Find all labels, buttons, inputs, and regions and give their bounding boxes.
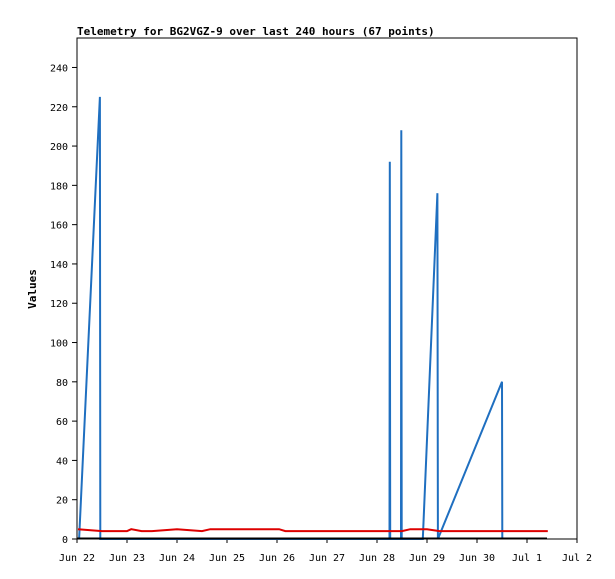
y-axis-label: Values (26, 269, 39, 309)
x-tick-label: Jun 29 (409, 553, 445, 564)
y-axis: 0 20 40 60 80 100 120 140 160 180 200 220 240 (50, 63, 77, 546)
x-tick-label: Jun 22 (59, 553, 95, 564)
y-tick-label: 100 (50, 339, 68, 350)
series-line-1 (78, 96, 504, 540)
y-tick-label: 0 (62, 535, 68, 546)
x-tick-label: Jun 28 (359, 553, 395, 564)
y-tick-label: 200 (50, 142, 68, 153)
x-tick-label: Jul 1 (512, 553, 542, 564)
y-tick-label: 80 (56, 378, 68, 389)
x-tick-label: Jul 2 (562, 553, 592, 564)
x-axis: Jun 22 Jun 23 Jun 24 Jun 25 Jun 26 Jun 27 Jun … (59, 539, 592, 564)
x-tick-label: Jun 24 (159, 553, 195, 564)
series-layer (77, 96, 548, 540)
chart-title: Telemetry for BG2VGZ-9 over last 240 hou… (77, 25, 435, 38)
y-tick-label: 220 (50, 103, 68, 114)
x-tick-label: Jun 27 (309, 553, 345, 564)
x-tick-label: Jun 26 (259, 553, 295, 564)
y-tick-label: 60 (56, 417, 68, 428)
x-tick-label: Jun 25 (209, 553, 245, 564)
y-tick-label: 120 (50, 299, 68, 310)
y-tick-label: 20 (56, 496, 68, 507)
y-tick-label: 180 (50, 181, 68, 192)
y-tick-label: 160 (50, 221, 68, 232)
series-line-2 (77, 528, 548, 533)
x-tick-label: Jun 30 (459, 553, 495, 564)
x-tick-label: Jun 23 (109, 553, 145, 564)
y-tick-label: 240 (50, 63, 68, 74)
y-tick-label: 40 (56, 456, 68, 467)
y-tick-label: 140 (50, 260, 68, 271)
